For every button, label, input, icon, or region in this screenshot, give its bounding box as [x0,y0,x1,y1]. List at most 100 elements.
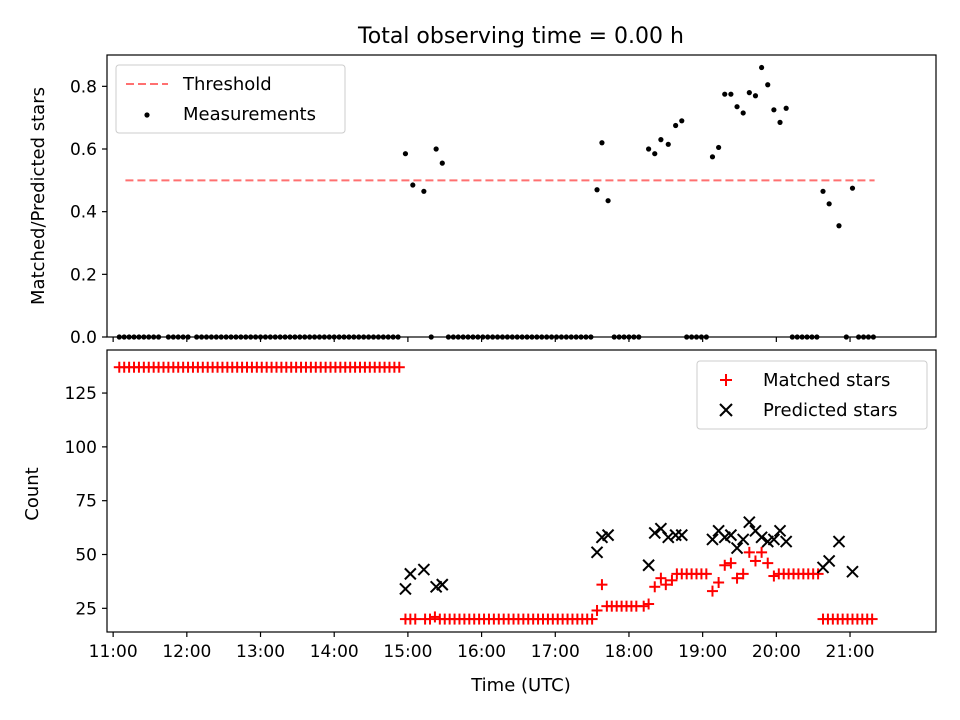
matched-star-marker [866,613,878,625]
matched-star-marker [737,568,749,580]
predicted-star-marker [648,526,661,540]
x-tick-label: 12:00 [162,642,211,662]
matched-star-marker [429,611,441,623]
measurement-point [402,151,409,157]
measurement-point [849,185,856,191]
measurement-point [826,201,832,207]
measurement-point [433,146,439,152]
matched-star-marker [660,579,672,591]
measurement-point [746,90,752,96]
measurement-point [599,140,605,146]
predicted-star-marker [743,516,756,529]
predicted-star-marker [832,535,846,548]
bottom-axes-frame [106,349,937,633]
matched-star-marker [596,579,608,591]
measurement-point [716,144,722,151]
predicted-star-marker [846,565,859,578]
measurement-point [777,119,783,125]
matched-star-marker [655,572,667,584]
top-y-tick-label: 0.2 [70,265,97,285]
x-tick-label: 20:00 [752,642,801,662]
top-y-ticks: 0.0 0.2 0.4 0.6 0.8 [70,77,107,348]
x-tick-label: 13:00 [236,642,285,662]
measurements-legend-swatch [144,112,150,118]
measurement-point [605,198,611,204]
matched-star-marker [812,568,824,580]
matched-star-marker [719,559,731,571]
measurement-point [752,93,759,99]
top-y-tick-label: 0.0 [70,328,97,348]
predicted-star-marker [755,531,768,544]
measurement-point [439,160,445,166]
x-tick-label: 21:00 [826,642,875,662]
matched-star-marker [649,581,661,593]
top-panel: 0.00.20.40.60.8 Matched/Predicted stars … [28,54,937,348]
matched-star-marker [424,613,436,625]
bottom-x-axis-label: Time (UTC) [470,675,571,696]
matched-star-marker [706,585,718,597]
predicted-star-marker [590,546,604,559]
predicted-star-marker [730,541,744,555]
predicted-star-marker [736,533,750,546]
predicted-star-marker [642,559,655,572]
measurement-point [836,223,842,229]
x-tick-label: 11:00 [89,642,138,662]
measurement-point [594,187,600,193]
x-tick-label: 19:00 [678,642,727,662]
predicted-star-marker [417,563,431,576]
x-tick-label: 17:00 [531,642,580,662]
measurement-point [646,146,652,152]
predicted-star-marker [675,528,688,542]
matched-star-marker [643,598,655,610]
measurement-point [658,137,664,143]
measurement-point [783,105,789,111]
bottom-y-axis-label: Count [22,467,43,520]
matched-star-marker [638,600,650,612]
measurement-point [734,104,740,110]
measurement-point [759,64,765,71]
matched-star-marker [586,613,598,625]
threshold-legend-label: Threshold [182,74,272,95]
bottom-legend: Matched stars Predicted stars [696,360,928,430]
measurement-point [771,107,777,113]
matched-star-marker [743,546,755,558]
measurement-point [673,122,679,129]
x-tick-label: 16:00 [457,642,506,662]
predicted-star-marker [779,535,793,548]
measurement-point [740,110,746,116]
measurement-point [652,151,658,157]
top-legend-box [115,64,346,134]
measurement-point [421,188,427,194]
bottom-legend-box [696,360,928,430]
measurements-legend-label: Measurements [183,104,316,125]
matched-star-marker [731,572,743,584]
top-y-tick-label: 0.6 [70,140,97,160]
measurement-point [820,188,826,194]
matched-star-marker [666,574,678,586]
bottom-y-tick-label: 125 [65,384,97,404]
bottom-plot-area [113,361,878,625]
matched-star-marker [768,570,780,582]
measurement-point [679,118,685,124]
matched-star-marker [409,613,421,625]
bottom-x-ticks: 11:00 12:00 13:00 14:00 15:00 16:00 17:00 18:00… [89,632,875,662]
measurement-point [410,182,416,188]
x-tick-label: 15:00 [383,642,432,662]
matched-star-marker [713,576,725,588]
measurement-point [728,91,734,97]
matched-legend-label: Matched stars [763,370,890,391]
top-legend: Threshold Measurements [115,64,346,134]
x-tick-label: 18:00 [604,642,653,662]
bottom-y-tick-label: 100 [65,438,97,458]
predicted-star-marker [436,578,449,591]
top-y-tick-label: 0.4 [70,203,97,223]
matched-star-marker [393,361,405,373]
measurement-point [665,141,671,147]
predicted-star-marker [662,531,675,544]
predicted-legend-swatch [719,403,733,417]
matched-star-marker [700,568,712,580]
matched-legend-swatch [720,374,732,386]
matched-star-marker [756,546,768,558]
x-tick-label: 14:00 [310,642,359,662]
matched-star-marker [591,604,603,616]
